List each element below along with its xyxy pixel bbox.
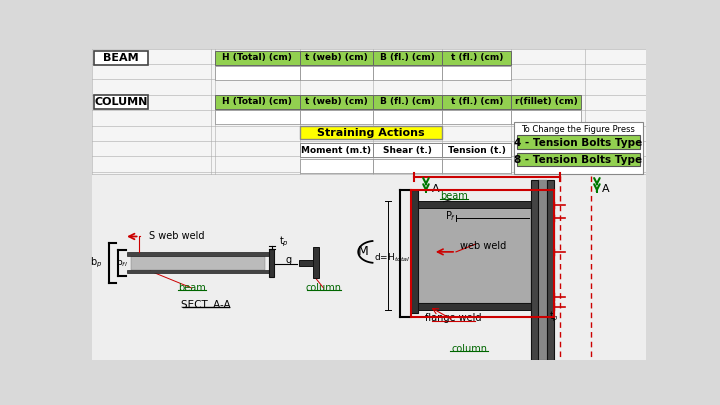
Text: d=H$_{total}$: d=H$_{total}$ — [374, 252, 410, 264]
Bar — [215, 95, 300, 109]
Text: t (web) (cm): t (web) (cm) — [305, 97, 368, 106]
Text: To Change the Figure Press: To Change the Figure Press — [521, 125, 635, 134]
Text: t (web) (cm): t (web) (cm) — [305, 53, 368, 62]
Text: b$_p$: b$_p$ — [90, 256, 102, 270]
Bar — [442, 159, 511, 173]
Bar — [300, 110, 373, 124]
Bar — [418, 208, 531, 303]
Text: g: g — [285, 255, 291, 265]
Bar — [92, 49, 647, 174]
Bar — [538, 179, 547, 360]
Text: b$_{fl}$: b$_{fl}$ — [116, 256, 127, 269]
Text: t$_p$: t$_p$ — [279, 234, 289, 249]
Bar — [127, 252, 269, 256]
Text: B (fl.) (cm): B (fl.) (cm) — [380, 53, 435, 62]
Bar — [215, 51, 300, 65]
Text: S web weld: S web weld — [149, 231, 204, 241]
Bar — [373, 159, 442, 173]
Bar — [373, 110, 442, 124]
Text: P$_f$: P$_f$ — [445, 209, 456, 224]
Bar — [511, 95, 581, 109]
Text: Tension (t.): Tension (t.) — [448, 146, 505, 155]
Text: 8 - Tension Bolts Type: 8 - Tension Bolts Type — [514, 155, 642, 165]
Bar — [517, 135, 640, 149]
Text: flange weld: flange weld — [426, 313, 482, 323]
Bar — [300, 143, 373, 157]
Text: 4 - Tension Bolts Type: 4 - Tension Bolts Type — [514, 138, 642, 147]
Text: H (Total) (cm): H (Total) (cm) — [222, 97, 292, 106]
Text: B (fl.) (cm): B (fl.) (cm) — [380, 97, 435, 106]
Text: beam: beam — [178, 283, 206, 293]
Text: COLUMN: COLUMN — [94, 97, 148, 107]
Text: M: M — [357, 245, 368, 258]
Bar — [215, 66, 300, 80]
Bar — [300, 51, 373, 65]
Bar — [94, 95, 148, 109]
Text: Shear (t.): Shear (t.) — [383, 146, 432, 155]
Text: beam: beam — [440, 192, 467, 201]
Text: Straining Actions: Straining Actions — [317, 128, 425, 138]
Bar — [92, 174, 647, 360]
Bar — [215, 110, 300, 124]
Bar — [300, 95, 373, 109]
Text: column: column — [305, 283, 341, 293]
Bar — [517, 153, 640, 166]
Text: Moment (m.t): Moment (m.t) — [301, 146, 372, 155]
Bar — [373, 95, 442, 109]
Bar — [373, 66, 442, 80]
Text: t (fl.) (cm): t (fl.) (cm) — [451, 97, 503, 106]
Text: A: A — [432, 184, 440, 194]
Bar — [373, 143, 442, 157]
Text: BEAM: BEAM — [103, 53, 139, 63]
Text: A: A — [601, 184, 609, 194]
Bar — [373, 51, 442, 65]
Text: r(fillet) (cm): r(fillet) (cm) — [515, 97, 577, 106]
Bar — [442, 143, 511, 157]
Bar — [531, 179, 538, 360]
Bar — [514, 122, 643, 174]
Bar — [300, 66, 373, 80]
Bar — [442, 66, 511, 80]
Text: t (fl.) (cm): t (fl.) (cm) — [451, 53, 503, 62]
Bar — [269, 249, 274, 277]
Bar — [511, 110, 581, 124]
Bar — [299, 260, 312, 266]
Text: web weld: web weld — [460, 241, 506, 251]
Bar — [94, 51, 148, 65]
Bar — [442, 95, 511, 109]
Text: H (Total) (cm): H (Total) (cm) — [222, 53, 292, 62]
Bar — [411, 190, 418, 313]
Bar — [547, 179, 554, 360]
Bar — [300, 126, 442, 139]
Bar — [127, 270, 269, 273]
Bar — [418, 201, 531, 208]
Text: column: column — [451, 344, 487, 354]
Bar — [418, 303, 531, 310]
Bar — [131, 256, 265, 270]
Text: SECT. A-A: SECT. A-A — [181, 300, 230, 310]
Bar — [442, 110, 511, 124]
Bar — [300, 159, 373, 173]
Bar — [442, 51, 511, 65]
Bar — [312, 247, 319, 278]
Text: t$_{p}$: t$_{p}$ — [549, 309, 559, 324]
